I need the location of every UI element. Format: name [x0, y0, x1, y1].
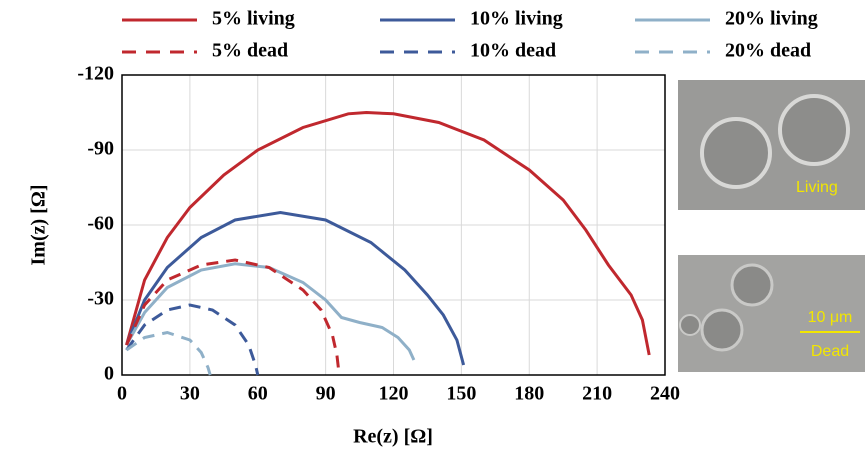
y-tick-label: -120: [77, 63, 114, 85]
cell: [700, 308, 744, 352]
y-tick-label: -60: [87, 213, 114, 235]
y-tick-label: -30: [87, 288, 114, 310]
x-tick-label: 180: [514, 383, 544, 405]
series-line: [125, 258, 341, 376]
scale-bar-label: 10 μm: [808, 309, 853, 326]
legend-label: 5% living: [212, 8, 295, 30]
y-tick-label: -90: [87, 138, 114, 160]
x-tick-label: 240: [650, 383, 680, 405]
x-tick-label: 120: [379, 383, 409, 405]
y-tick-label: 0: [104, 363, 114, 385]
series-line: [125, 210, 466, 366]
series-line: [125, 110, 651, 356]
legend-label: 20% dead: [725, 40, 811, 62]
micrograph-dead: 10 μm Dead: [678, 255, 865, 372]
x-tick-label: 90: [316, 383, 336, 405]
x-axis-label: Re(z) [Ω]: [353, 426, 433, 448]
x-tick-label: 30: [180, 383, 200, 405]
cell: [778, 94, 850, 166]
x-tick-label: 210: [582, 383, 612, 405]
x-tick-label: 60: [248, 383, 268, 405]
legend-label: 10% dead: [470, 40, 556, 62]
cell: [730, 263, 774, 307]
cell: [700, 117, 772, 189]
micrograph-living: Living: [678, 80, 865, 210]
micrograph-caption: Living: [796, 179, 838, 196]
legend-label: 10% living: [470, 8, 563, 30]
legend-label: 5% dead: [212, 40, 288, 62]
x-tick-label: 150: [446, 383, 476, 405]
plot-frame: [121, 74, 666, 376]
x-tick-label: 0: [117, 383, 127, 405]
series-line: [125, 262, 416, 361]
series-line: [125, 330, 212, 376]
series-line: [125, 303, 260, 376]
micrograph-caption: Dead: [811, 343, 849, 360]
legend-label: 20% living: [725, 8, 818, 30]
cell: [679, 314, 701, 336]
y-axis-label: Im(z) [Ω]: [28, 185, 50, 266]
